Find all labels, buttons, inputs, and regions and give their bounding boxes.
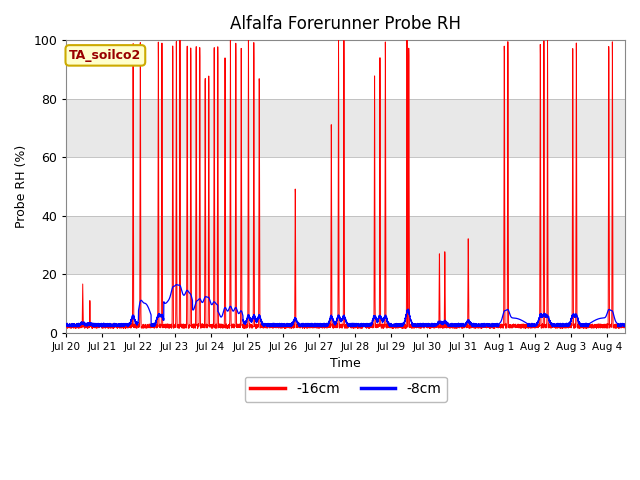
- Text: TA_soilco2: TA_soilco2: [69, 49, 141, 62]
- Legend: -16cm, -8cm: -16cm, -8cm: [244, 377, 447, 402]
- Bar: [67, 274, 625, 333]
- Title: Alfalfa Forerunner Probe RH: Alfalfa Forerunner Probe RH: [230, 15, 461, 33]
- X-axis label: Time: Time: [330, 357, 361, 370]
- Bar: [67, 216, 625, 274]
- Bar: [67, 157, 625, 216]
- Y-axis label: Probe RH (%): Probe RH (%): [15, 145, 28, 228]
- Bar: [67, 98, 625, 157]
- Bar: [67, 40, 625, 98]
